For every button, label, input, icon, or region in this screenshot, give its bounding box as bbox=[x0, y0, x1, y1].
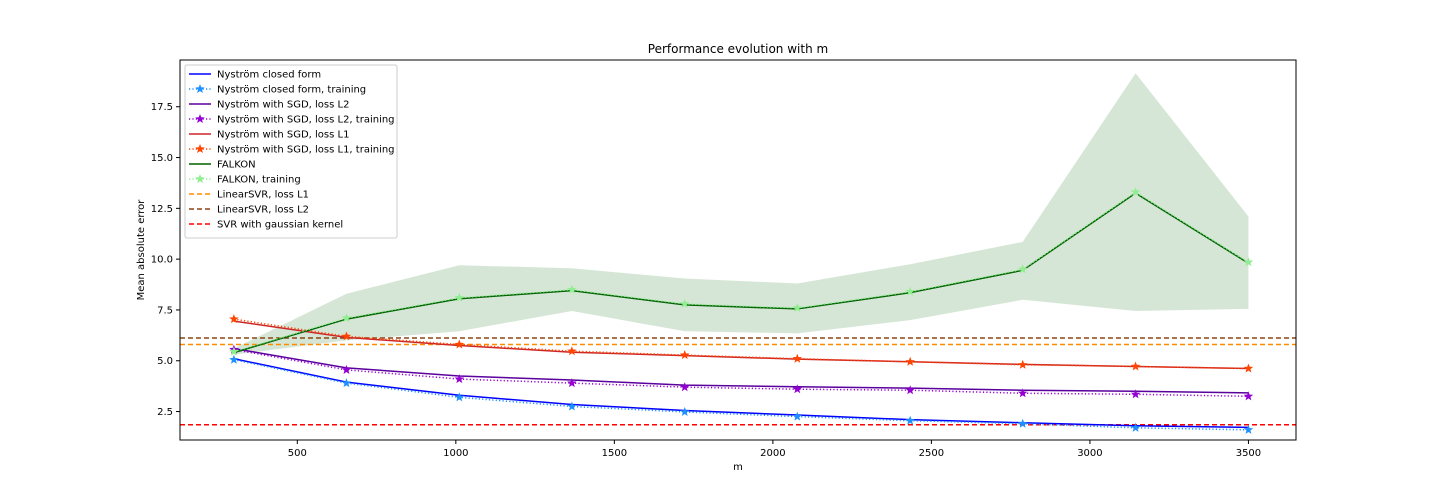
legend-marker-7 bbox=[195, 174, 205, 184]
legend-label: FALKON bbox=[217, 160, 256, 171]
series-7-point-1 bbox=[341, 313, 352, 323]
legend-box bbox=[184, 64, 398, 239]
series-3-point-2 bbox=[454, 374, 465, 384]
y-tick-label: 12.5 bbox=[151, 204, 173, 215]
chart-title: Performance evolution with m bbox=[648, 42, 828, 56]
series-1-point-3 bbox=[567, 401, 577, 411]
y-tick-label: 2.5 bbox=[157, 407, 173, 418]
x-tick-label: 3500 bbox=[1236, 448, 1261, 459]
legend-label: Nyström with SGD, loss L2 bbox=[217, 100, 349, 111]
series-5-point-4 bbox=[679, 350, 690, 360]
legend-marker-1 bbox=[195, 84, 205, 94]
series-5-point-7 bbox=[1017, 359, 1028, 369]
series-1-point-9 bbox=[1243, 424, 1254, 434]
axes: 500 1000 1500 2000 2500 3000 3500 2.5 5.0 7.5 10.0… bbox=[151, 102, 1261, 459]
y-axis-label: Mean absolute error bbox=[136, 199, 147, 301]
series-1-point-1 bbox=[341, 378, 352, 388]
legend-label: Nyström closed form, training bbox=[217, 85, 366, 96]
series-7-point-5 bbox=[792, 302, 803, 312]
x-tick-label: 3000 bbox=[1077, 448, 1102, 459]
series-1-point-5 bbox=[792, 411, 803, 421]
series-3-point-6 bbox=[905, 385, 915, 395]
legend-label: Nyström with SGD, loss L1 bbox=[217, 130, 349, 141]
legend-label: SVR with gaussian kernel bbox=[217, 220, 343, 231]
series-1-point-4 bbox=[679, 406, 690, 416]
series-7-point-0 bbox=[229, 346, 239, 356]
x-tick-label: 500 bbox=[288, 448, 307, 459]
y-tick-label: 15.0 bbox=[151, 153, 173, 164]
series-3-point-7 bbox=[1017, 388, 1028, 398]
series-5-point-9 bbox=[1243, 363, 1254, 373]
y-tick-label: 10.0 bbox=[151, 255, 173, 266]
legend-label: FALKON, training bbox=[217, 175, 301, 186]
series-7-point-8 bbox=[1130, 187, 1141, 197]
series-7-point-4 bbox=[679, 298, 690, 308]
y-tick-label: 17.5 bbox=[151, 102, 173, 113]
series-7-point-3 bbox=[567, 284, 577, 294]
series-3-point-9 bbox=[1243, 391, 1254, 401]
series-line-3 bbox=[233, 348, 1249, 398]
series-1-point-7 bbox=[1017, 418, 1028, 428]
legend-label: LinearSVR, loss L1 bbox=[217, 190, 309, 201]
y-tick-label: 5.0 bbox=[157, 356, 173, 367]
series-line-6 bbox=[233, 192, 1249, 354]
series-5-point-2 bbox=[454, 339, 465, 349]
falkon-band bbox=[233, 73, 1249, 355]
y-tick-label: 7.5 bbox=[157, 305, 173, 316]
series-3-point-3 bbox=[567, 378, 577, 388]
x-axis-label: m bbox=[733, 462, 743, 473]
series-3-point-1 bbox=[341, 364, 352, 374]
series-line-0 bbox=[233, 357, 1249, 429]
series-1-point-0 bbox=[229, 354, 239, 364]
series-5-point-6 bbox=[905, 356, 915, 366]
series-7-point-2 bbox=[454, 292, 465, 302]
series-5-point-3 bbox=[567, 346, 577, 356]
legend-label: LinearSVR, loss L2 bbox=[217, 205, 309, 216]
series-5-point-8 bbox=[1130, 361, 1141, 371]
series-line-2 bbox=[233, 347, 1249, 394]
legend: Nyström closed form Nyström closed form, … bbox=[184, 64, 398, 239]
series-5-point-1 bbox=[341, 331, 352, 341]
series-7-point-7 bbox=[1017, 264, 1028, 274]
x-tick-label: 1500 bbox=[602, 448, 627, 459]
legend-marker-5 bbox=[195, 144, 205, 154]
x-tick-label: 2500 bbox=[919, 448, 944, 459]
series-3-point-8 bbox=[1130, 389, 1141, 399]
legend-label: Nyström with SGD, loss L2, training bbox=[217, 115, 395, 126]
series-1-point-8 bbox=[1130, 422, 1141, 432]
plot-frame bbox=[179, 59, 1297, 441]
series-3-point-4 bbox=[679, 382, 690, 392]
plot-content bbox=[180, 73, 1296, 434]
legend-label: Nyström with SGD, loss L1, training bbox=[217, 145, 395, 156]
series-1-point-2 bbox=[454, 392, 465, 402]
series-line-1 bbox=[233, 358, 1249, 431]
series-1-point-6 bbox=[905, 415, 915, 425]
x-tick-label: 2000 bbox=[760, 448, 785, 459]
series-line-5 bbox=[233, 318, 1249, 370]
plot-area bbox=[180, 73, 1296, 434]
series-3-point-5 bbox=[792, 384, 803, 394]
legend-marker-3 bbox=[195, 114, 205, 124]
series-7-point-6 bbox=[905, 286, 915, 296]
legend-label: Nyström closed form bbox=[217, 70, 321, 81]
series-7-point-9 bbox=[1243, 257, 1254, 267]
series-5-point-5 bbox=[792, 353, 803, 363]
series-5-point-0 bbox=[229, 314, 239, 324]
x-tick-label: 1000 bbox=[443, 448, 468, 459]
